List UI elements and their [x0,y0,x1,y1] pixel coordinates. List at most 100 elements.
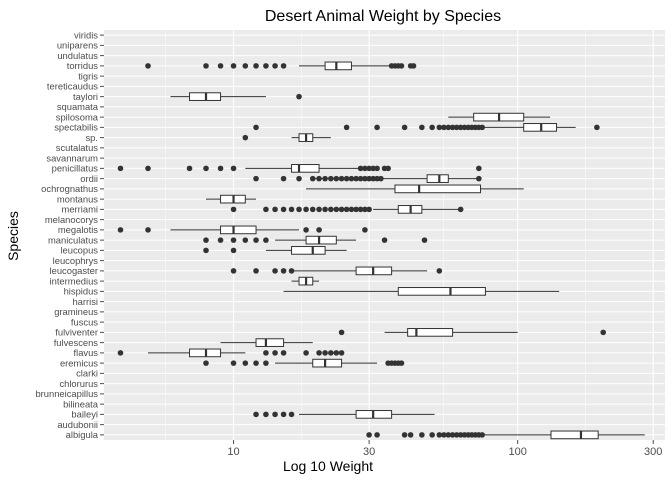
y-tick-label: audubonii [57,419,98,430]
y-tick-label: gramineus [54,306,98,317]
outlier-point [117,350,124,356]
y-tick-label: squamata [57,101,99,112]
outlier-point [476,175,482,182]
outlier-point [398,360,405,366]
outlier-point [263,206,269,213]
outlier-point [316,206,322,213]
outlier-point [303,227,309,233]
outlier-point [374,432,380,438]
outlier-point [419,124,425,131]
box-maniculatus [203,235,428,245]
outlier-point [385,165,391,172]
outlier-point [280,268,287,274]
y-tick-label: flavus [74,347,99,358]
minor-gridlines [165,30,586,440]
iqr-box [397,287,486,296]
outlier-point [316,227,322,233]
y-tick-label: eremicus [60,357,98,368]
y-tick-label: fulvescens [54,337,99,348]
y-tick-label: albigula [66,429,99,440]
box-ordii [253,174,482,183]
y-tick-label: leucophrys [53,255,99,266]
outlier-point [436,268,443,274]
outlier-point [145,63,151,69]
outlier-point [343,206,350,213]
outlier-point [253,63,259,69]
outlier-point [242,63,249,69]
y-tick-label: maniculatus [48,234,98,245]
outlier-point [436,432,443,438]
iqr-box [426,174,449,183]
y-tick-label: intermedius [50,275,99,286]
outlier-point [253,360,259,366]
outlier-point [230,165,237,172]
outlier-point [333,175,340,182]
outlier-point [407,432,414,438]
y-tick-label: fuscus [71,316,98,327]
outlier-point [296,175,302,182]
outlier-point [288,411,295,418]
y-tick-label: ordii [80,173,98,184]
box-eremicus [203,358,405,368]
outlier-point [186,165,193,172]
y-tick-label: taylori [73,91,98,102]
outlier-point [357,165,364,172]
outlier-point [453,432,460,438]
outlier-point [280,350,287,356]
outlier-point [242,134,249,141]
outlier-point [353,175,359,182]
outlier-point [217,165,224,172]
outlier-point [316,350,322,356]
y-tick-label: bilineata [63,398,99,409]
outlier-point [457,206,464,213]
outlier-point [296,206,302,213]
box-spectabilis [253,123,600,132]
outlier-point [322,206,328,213]
outlier-point [280,63,287,69]
outlier-point [322,350,328,356]
box-albigula [366,430,645,440]
box-hispidus [283,287,560,296]
outlier-point [410,63,417,69]
box-spilosoma [448,112,551,122]
outlier-point [600,329,607,336]
y-tick-label: leucopus [60,245,98,256]
plot-panel [104,30,665,440]
y-tick-label: uniparens [57,40,98,51]
y-axis-title: Species [5,211,21,261]
y-tick-label: torridus [67,60,99,71]
outlier-point [253,175,259,182]
outlier-point [328,350,334,356]
y-tick-label: penicillatus [52,163,99,174]
y-tick-label: merriami [62,204,98,215]
box-fulviventer [338,328,607,337]
outlier-point [449,124,456,131]
outlier-point [288,268,295,274]
outlier-point [117,165,124,172]
outlier-point [429,432,435,438]
iqr-box [394,184,482,194]
x-tick-label: 300 [644,446,662,458]
chart-title: Desert Animal Weight by Species [265,8,501,25]
iqr-box [312,358,343,368]
outlier-point [230,63,237,69]
outlier-point [328,175,334,182]
outlier-point [309,206,316,213]
outlier-point [357,206,364,213]
outlier-point [263,411,269,418]
box-megalotis [117,225,368,235]
outlier-point [253,411,259,418]
outlier-point [479,124,485,131]
box-intermedius [291,276,320,286]
outlier-point [366,432,372,438]
outlier-point [242,360,249,366]
y-tick-label: montanus [57,193,98,204]
outlier-point [328,206,334,213]
y-tick-label: chlorurus [59,378,98,389]
box-taylori [170,92,302,101]
box-leucopus [203,246,347,255]
outlier-point [272,206,278,213]
outlier-point [374,124,380,131]
iqr-box [550,430,599,440]
